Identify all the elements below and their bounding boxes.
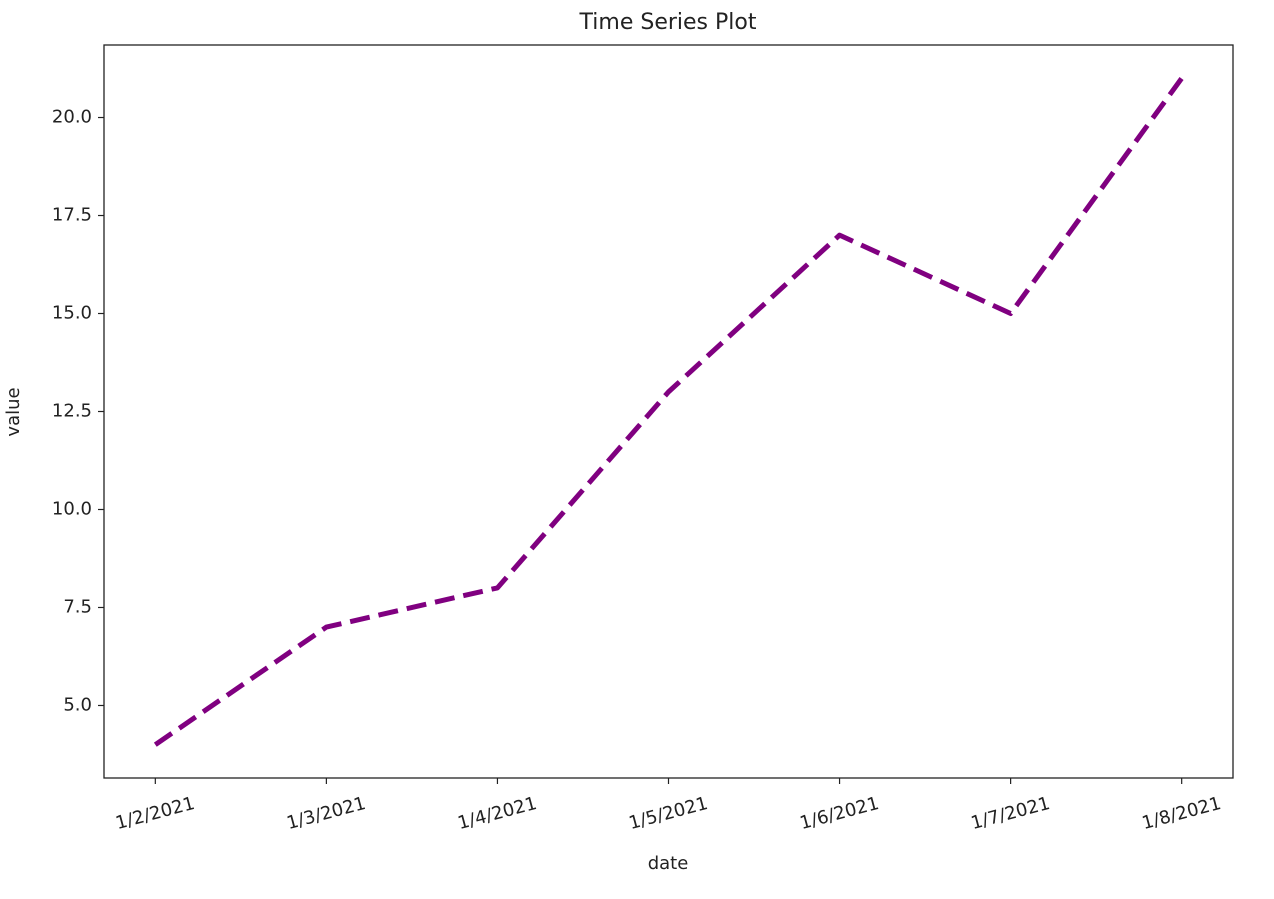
y-tick-label: 5.0 [63,694,92,715]
x-tick-label: 1/3/2021 [284,793,368,834]
chart-title: Time Series Plot [579,10,757,35]
y-tick-label: 20.0 [52,107,92,128]
x-tick-label: 1/6/2021 [798,793,882,834]
x-tick-label: 1/5/2021 [627,793,711,834]
x-tick-label: 1/7/2021 [969,793,1053,834]
x-tick-label: 1/8/2021 [1140,793,1224,834]
x-tick-label: 1/2/2021 [113,793,197,834]
y-tick-label: 12.5 [52,401,92,422]
y-tick-label: 15.0 [52,303,92,324]
y-axis-label: value [3,387,24,436]
y-tick-label: 10.0 [52,498,92,519]
x-axis-label: date [648,853,689,874]
x-tick-label: 1/4/2021 [456,793,540,834]
y-tick-label: 17.5 [52,205,92,226]
plot-frame [103,44,1234,779]
data-line [153,76,1184,747]
y-tick-label: 7.5 [63,596,92,617]
